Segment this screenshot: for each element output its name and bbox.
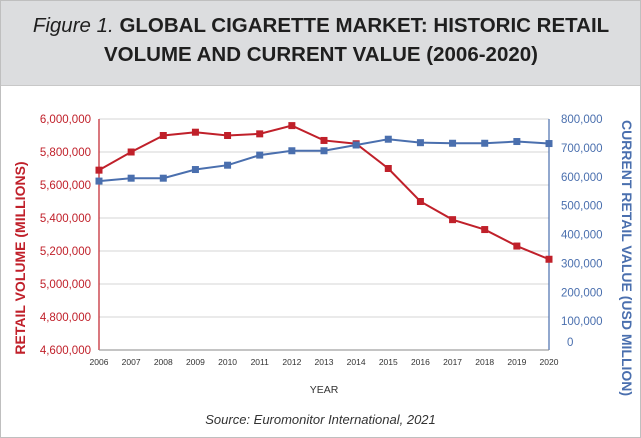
right-tick-label: 400,000	[561, 230, 603, 242]
title-line-1: GLOBAL CIGARETTE MARKET: HISTORIC RETAIL	[119, 14, 610, 37]
left-tick-label: 5,000,000	[40, 279, 91, 291]
retail-volume-point	[416, 198, 424, 205]
x-tick-label: 2008	[154, 357, 173, 367]
x-axis-ticks: 2006 2007 2008 2009 2010 2011 2012 2013 2014 2015…	[90, 357, 559, 367]
figure-label: Figure 1.	[32, 14, 114, 37]
retail-volume-point	[191, 128, 199, 136]
figure-header: Figure 1. GLOBAL CIGARETTE MARKET: HISTO…	[1, 1, 640, 86]
right-axis-ticks: 800,000 700,000 600,000 500,000 400,000 300,0…	[561, 114, 603, 349]
retail-volume-point	[256, 130, 264, 138]
x-tick-label: 2018	[475, 357, 494, 367]
right-tick-label: 500,000	[561, 201, 603, 213]
x-axis-label: YEAR	[310, 384, 339, 396]
x-tick-label: 2020	[540, 357, 559, 367]
right-axis-label: CURRENT RETAIL VALUE (USD MILLION)	[619, 120, 635, 396]
title-line-2: VOLUME AND CURRENT VALUE (2006-2020)	[104, 43, 538, 66]
retail-value-point	[224, 161, 232, 169]
series-layer	[95, 122, 553, 263]
right-tick-label: 200,000	[561, 287, 603, 299]
retail-volume-point	[320, 136, 328, 144]
x-tick-label: 2014	[347, 357, 366, 367]
left-tick-label: 5,800,000	[40, 147, 91, 159]
left-tick-label: 5,600,000	[40, 180, 91, 192]
retail-volume-point	[481, 226, 489, 234]
retail-value-point	[513, 138, 521, 146]
retail-value-point	[320, 147, 328, 155]
x-tick-label: 2011	[251, 357, 270, 367]
x-tick-label: 2016	[411, 357, 430, 367]
left-tick-label: 4,600,000	[40, 345, 91, 357]
retail-volume-point	[513, 242, 521, 250]
x-tick-label: 2013	[315, 357, 334, 367]
left-axis-ticks: 6,000,000 5,800,000 5,600,000 5,400,000 5,20…	[40, 114, 91, 357]
x-tick-label: 2007	[122, 357, 141, 367]
retail-value-point	[449, 139, 457, 147]
dual-axis-line-chart: 6,000,000 5,800,000 5,600,000 5,400,000 5,20…	[12, 114, 635, 396]
retail-value-point	[481, 139, 489, 147]
retail-value-point	[352, 141, 360, 149]
x-tick-label: 2019	[507, 357, 526, 367]
x-tick-label: 2012	[282, 357, 301, 367]
retail-value-point	[191, 166, 199, 174]
retail-value-point	[416, 139, 424, 147]
x-tick-label: 2010	[218, 357, 237, 367]
retail-value-point	[384, 135, 392, 143]
retail-volume-point	[159, 132, 167, 139]
right-tick-label: 800,000	[561, 114, 603, 126]
figure-title: Figure 1. GLOBAL CIGARETTE MARKET: HISTO…	[21, 11, 621, 69]
right-tick-label: 0	[567, 337, 573, 349]
retail-value-point	[288, 147, 296, 155]
retail-volume-point	[449, 216, 457, 224]
right-tick-label: 300,000	[561, 258, 603, 270]
left-tick-label: 5,400,000	[40, 213, 91, 225]
x-tick-label: 2009	[186, 357, 205, 367]
right-tick-label: 700,000	[561, 143, 603, 155]
left-tick-label: 5,200,000	[40, 246, 91, 258]
left-tick-label: 4,800,000	[40, 312, 91, 324]
x-tick-label: 2015	[379, 357, 398, 367]
left-tick-label: 6,000,000	[40, 114, 91, 126]
x-tick-label: 2017	[443, 357, 462, 367]
right-tick-label: 100,000	[561, 316, 603, 328]
right-tick-label: 600,000	[561, 172, 603, 184]
retail-volume-point	[288, 122, 296, 130]
retail-volume-point	[384, 165, 392, 172]
source-note: Source: Euromonitor International, 2021	[205, 412, 436, 427]
retail-volume-point	[545, 255, 553, 263]
retail-volume-point	[127, 148, 135, 156]
retail-value-point	[95, 177, 103, 185]
retail-volume-point	[224, 132, 232, 139]
retail-value-point	[127, 174, 135, 182]
left-axis-label: RETAIL VOLUME (MILLIONS)	[12, 161, 28, 354]
retail-value-point	[256, 151, 264, 159]
retail-value-point	[159, 174, 167, 182]
x-tick-label: 2006	[90, 357, 109, 367]
retail-value-point	[545, 140, 553, 148]
gridlines	[98, 118, 550, 351]
retail-volume-point	[95, 166, 103, 174]
